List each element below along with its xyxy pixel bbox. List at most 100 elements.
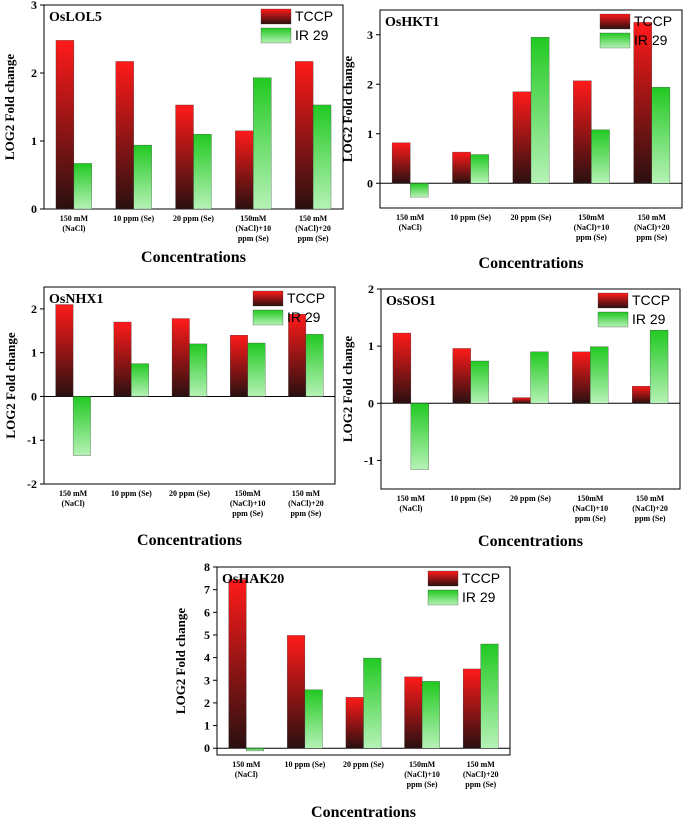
- bar-ir29: [530, 351, 549, 404]
- y-tick-label: 3: [31, 0, 37, 12]
- x-axis-label: Concentrations: [479, 255, 584, 272]
- bar-tccp: [230, 335, 248, 397]
- bar-tccp: [632, 385, 651, 404]
- legend-swatch-tccp: [252, 290, 284, 307]
- legend-swatch-tccp: [599, 13, 631, 30]
- x-tick-label: 150 mM (NaCl): [232, 760, 261, 779]
- legend-swatch-tccp: [597, 292, 629, 309]
- legend-label: TCCP: [295, 8, 333, 24]
- x-axis-label: Concentrations: [311, 804, 416, 821]
- chart-title: OsNHX1: [49, 292, 103, 307]
- y-tick-label: 5: [204, 628, 210, 642]
- x-tick-label: 10 ppm (Se): [284, 760, 325, 769]
- bar-ir29: [421, 681, 440, 749]
- y-tick-label: 1: [31, 346, 37, 360]
- bar-ir29: [410, 183, 429, 198]
- bar-ir29: [591, 129, 610, 184]
- y-tick-label: -1: [364, 453, 374, 467]
- bar-ir29: [133, 144, 152, 210]
- chart-panel-ossos1: -1 0 1 2 150 mM (NaCl) 10 ppm (Se) 20 ppm (Se) 1…: [340, 282, 681, 550]
- x-tick-label: 150 mM (NaCl): [59, 489, 88, 508]
- legend-label: IR 29: [287, 309, 321, 325]
- chart-panel-oshkt1: 0 1 2 3 150 mM (NaCl) 10 ppm (Se) 20 ppm (Se) 15…: [340, 9, 683, 272]
- bar-tccp: [55, 304, 74, 397]
- x-tick-label: 150 mM (NaCl)+20 ppm (Se): [295, 214, 331, 243]
- y-tick-label: 3: [367, 28, 373, 42]
- bar-tccp: [113, 321, 132, 397]
- y-tick-label: 2: [204, 696, 210, 710]
- y-tick-label: 0: [368, 396, 374, 410]
- legend-label: IR 29: [462, 589, 496, 605]
- bar-tccp: [235, 130, 254, 210]
- y-tick-label: 2: [368, 282, 374, 296]
- bar-ir29: [305, 334, 324, 397]
- bar-tccp: [391, 142, 411, 184]
- x-tick-label: 20 ppm (Se): [169, 489, 210, 498]
- legend-swatch-ir29: [597, 311, 629, 328]
- x-tick-label: 150mM (NaCl)+10 ppm (Se): [404, 760, 440, 789]
- plot-frame: [216, 566, 511, 756]
- x-tick-label: 150mM (NaCl)+10 ppm (Se): [572, 494, 608, 523]
- bar-ir29: [649, 329, 669, 404]
- x-axis-label: Concentrations: [137, 532, 242, 549]
- legend-label: TCCP: [287, 290, 325, 306]
- bar-ir29: [363, 657, 382, 749]
- x-tick-label: 150mM (NaCl)+10 ppm (Se): [574, 213, 610, 242]
- x-tick-label: 150 mM (NaCl): [397, 494, 426, 513]
- bar-tccp: [392, 332, 412, 404]
- y-axis-label: LOG2 Fold change: [3, 332, 18, 438]
- chart-panel-oshak20: 0 1 2 3 4 5 6 7 8 150 mM (NaCl) 10 ppm (Se) 20 ppm (…: [173, 560, 511, 821]
- bar-ir29: [253, 77, 272, 210]
- x-tick-label: 150 mM (NaCl)+20 ppm (Se): [634, 213, 670, 242]
- bar-tccp: [404, 676, 423, 749]
- legend-label: IR 29: [295, 27, 329, 43]
- legend-swatch-tccp: [427, 570, 459, 587]
- bar-tccp: [295, 61, 314, 210]
- bar-ir29: [651, 87, 671, 184]
- bar-ir29: [480, 643, 499, 749]
- x-tick-label: 150 mM (NaCl)+20 ppm (Se): [632, 494, 668, 523]
- bar-tccp: [452, 151, 471, 184]
- bar-tccp: [512, 397, 531, 404]
- legend-label: TCCP: [632, 292, 670, 308]
- x-tick-label: 150 mM (NaCl)+20 ppm (Se): [463, 760, 499, 789]
- x-axis-label: Concentrations: [141, 249, 246, 266]
- y-tick-label: -2: [27, 477, 37, 491]
- y-tick-label: 0: [367, 176, 373, 190]
- bar-tccp: [287, 635, 306, 749]
- y-tick-label: 1: [368, 339, 374, 353]
- y-tick-label: 1: [31, 134, 37, 148]
- bar-ir29: [590, 346, 609, 404]
- bar-tccp: [572, 351, 591, 404]
- y-tick-label: 1: [204, 719, 210, 733]
- x-tick-label: 150 mM (NaCl): [60, 214, 89, 233]
- bar-tccp: [228, 579, 247, 749]
- bar-ir29: [246, 748, 265, 752]
- y-tick-label: 7: [204, 583, 210, 597]
- chart-title: OsSOS1: [386, 294, 436, 309]
- legend-label: IR 29: [634, 32, 668, 48]
- bar-ir29: [470, 154, 489, 184]
- bar-tccp: [452, 348, 471, 404]
- plot-frame: [380, 288, 681, 490]
- y-tick-label: 6: [204, 605, 210, 619]
- y-tick-label: 2: [31, 66, 37, 80]
- bar-ir29: [73, 163, 92, 210]
- y-tick-label: 0: [204, 741, 210, 755]
- y-tick-label: 8: [204, 560, 210, 574]
- legend-swatch-ir29: [252, 309, 284, 326]
- chart-title: OsHKT1: [385, 15, 439, 30]
- bar-tccp: [462, 668, 481, 749]
- bar-tccp: [345, 697, 364, 749]
- bar-ir29: [304, 689, 323, 749]
- y-tick-label: 2: [367, 77, 373, 91]
- x-axis-label: Concentrations: [478, 533, 583, 550]
- chart-title: OsLOL5: [49, 10, 102, 25]
- x-tick-label: 10 ppm (Se): [450, 213, 491, 222]
- chart-title: OsHAK20: [222, 572, 284, 587]
- y-tick-label: 3: [204, 673, 210, 687]
- bar-ir29: [410, 403, 429, 470]
- y-tick-label: 1: [367, 127, 373, 141]
- bar-ir29: [189, 343, 208, 397]
- x-tick-label: 10 ppm (Se): [111, 489, 152, 498]
